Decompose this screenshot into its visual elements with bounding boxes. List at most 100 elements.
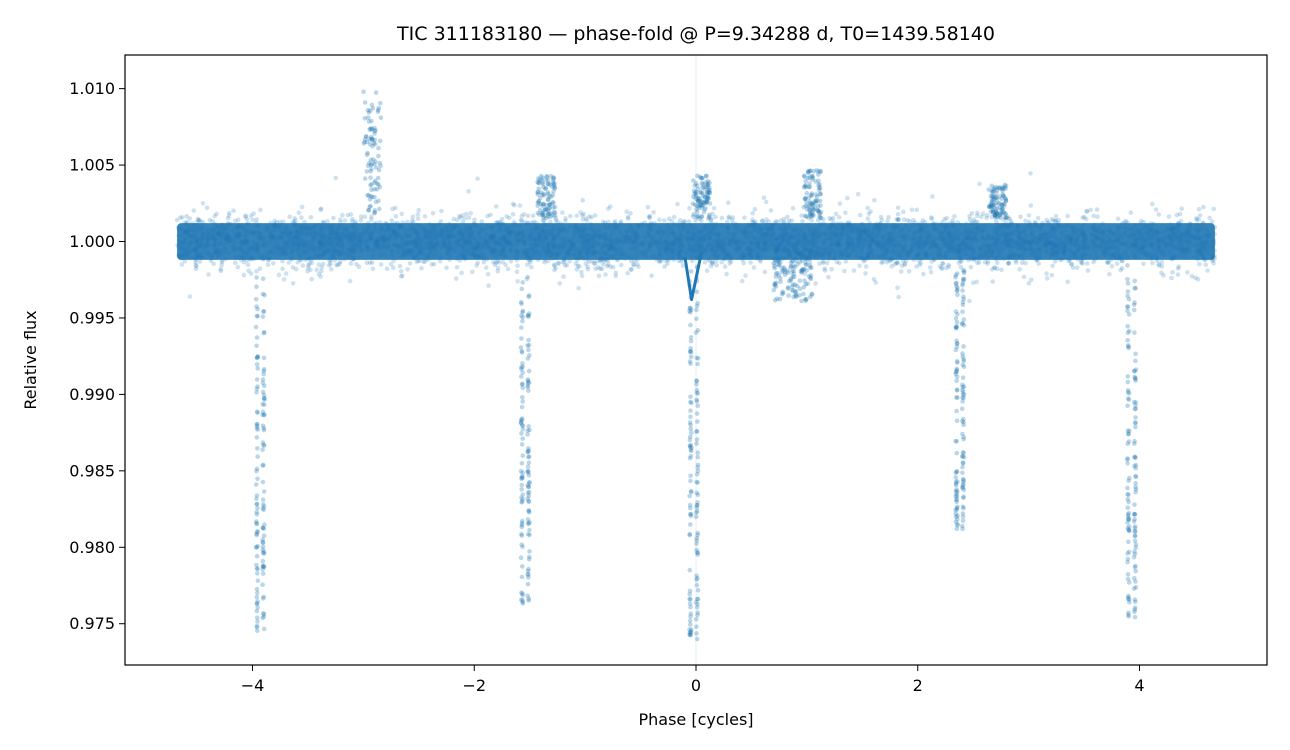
data-point bbox=[294, 235, 300, 241]
data-point bbox=[351, 240, 356, 245]
data-point bbox=[711, 252, 717, 258]
data-point bbox=[1159, 264, 1165, 269]
data-point bbox=[955, 243, 961, 249]
data-point bbox=[1004, 231, 1009, 237]
data-point bbox=[700, 182, 706, 187]
data-point bbox=[1032, 235, 1038, 241]
data-point bbox=[725, 230, 731, 236]
data-point bbox=[405, 249, 411, 255]
data-point bbox=[336, 231, 341, 237]
data-point bbox=[219, 259, 225, 265]
data-point bbox=[974, 279, 979, 285]
data-point bbox=[998, 256, 1003, 261]
data-point bbox=[863, 271, 868, 276]
data-point bbox=[716, 238, 721, 243]
data-point bbox=[577, 253, 582, 258]
data-point bbox=[625, 270, 630, 276]
data-point bbox=[561, 225, 567, 231]
data-point bbox=[1000, 186, 1005, 192]
data-point bbox=[781, 216, 787, 222]
data-point bbox=[903, 249, 908, 254]
data-point bbox=[414, 252, 420, 258]
data-point bbox=[420, 237, 425, 242]
data-point bbox=[584, 240, 590, 246]
data-point bbox=[816, 169, 821, 174]
data-point bbox=[761, 238, 767, 243]
data-point bbox=[261, 504, 267, 509]
data-point bbox=[519, 325, 524, 330]
data-point bbox=[405, 250, 411, 256]
data-point bbox=[236, 223, 242, 228]
data-point bbox=[1188, 232, 1194, 237]
data-point bbox=[714, 262, 719, 268]
data-point bbox=[1098, 243, 1103, 249]
data-point bbox=[895, 248, 901, 254]
data-point bbox=[795, 283, 800, 289]
data-point bbox=[845, 222, 851, 228]
data-point bbox=[829, 247, 834, 253]
data-point bbox=[415, 212, 421, 217]
data-point bbox=[541, 246, 547, 252]
data-point bbox=[573, 226, 578, 232]
data-point bbox=[997, 233, 1002, 239]
data-point bbox=[350, 257, 355, 262]
data-point bbox=[681, 246, 687, 251]
data-point bbox=[615, 225, 620, 230]
data-point bbox=[566, 252, 572, 257]
data-point bbox=[713, 214, 718, 220]
data-point bbox=[994, 205, 1000, 211]
data-point bbox=[1201, 204, 1206, 210]
data-point bbox=[718, 243, 724, 249]
data-point bbox=[1028, 203, 1034, 208]
data-point bbox=[374, 246, 379, 251]
data-point bbox=[377, 138, 383, 144]
data-point bbox=[698, 229, 703, 235]
data-point bbox=[515, 279, 520, 284]
data-point bbox=[775, 241, 781, 246]
data-point bbox=[338, 217, 343, 222]
data-point bbox=[986, 242, 991, 248]
data-point bbox=[591, 260, 597, 266]
data-point bbox=[289, 256, 295, 261]
data-point bbox=[797, 278, 803, 284]
data-point bbox=[657, 258, 662, 264]
data-point bbox=[529, 246, 534, 252]
data-point bbox=[802, 232, 807, 238]
data-point bbox=[921, 271, 926, 277]
data-point bbox=[464, 224, 469, 229]
data-point bbox=[799, 298, 804, 304]
data-point bbox=[1013, 239, 1019, 245]
data-point bbox=[672, 248, 678, 253]
data-point bbox=[819, 232, 824, 237]
data-point bbox=[895, 212, 901, 217]
data-point bbox=[919, 233, 924, 239]
data-point bbox=[968, 235, 974, 241]
data-point bbox=[596, 273, 602, 279]
data-point bbox=[523, 251, 528, 256]
data-point bbox=[1002, 223, 1008, 228]
data-point bbox=[416, 239, 421, 245]
data-point bbox=[461, 232, 466, 238]
data-point bbox=[1119, 240, 1124, 246]
data-point bbox=[676, 250, 681, 255]
data-point bbox=[451, 234, 457, 240]
data-point bbox=[725, 252, 730, 257]
data-point bbox=[691, 178, 696, 183]
data-point bbox=[289, 238, 294, 243]
data-point bbox=[610, 229, 615, 234]
data-point bbox=[446, 250, 451, 255]
data-point bbox=[508, 244, 513, 250]
data-point bbox=[464, 241, 469, 246]
data-point bbox=[758, 259, 763, 264]
data-point bbox=[1053, 214, 1059, 219]
data-point bbox=[411, 225, 416, 231]
data-point bbox=[695, 173, 700, 179]
data-point bbox=[985, 261, 990, 266]
data-point bbox=[781, 238, 786, 244]
data-point bbox=[891, 250, 896, 255]
data-point bbox=[713, 232, 718, 237]
data-point bbox=[320, 236, 325, 241]
data-point bbox=[182, 237, 187, 242]
data-point bbox=[190, 247, 195, 253]
data-point bbox=[376, 145, 381, 151]
